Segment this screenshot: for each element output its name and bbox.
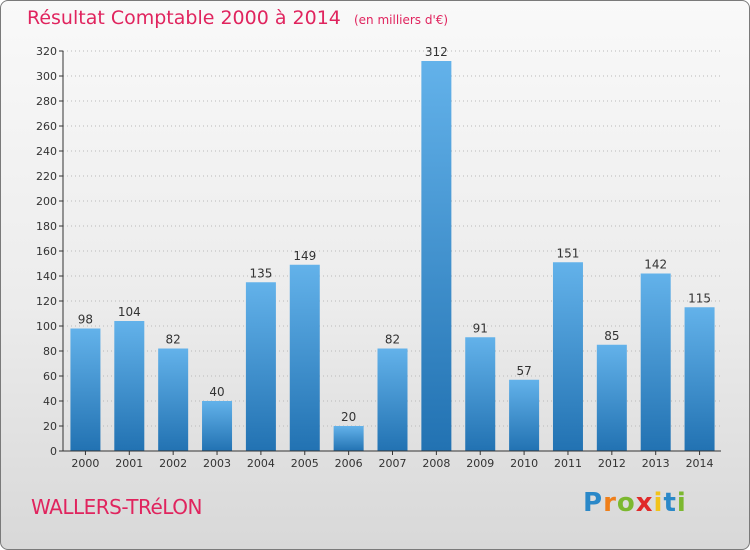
logo-letter: x (635, 488, 654, 518)
bar-2007 (377, 348, 408, 451)
value-label-2006: 20 (341, 410, 356, 424)
x-tick-label-2004: 2004 (247, 457, 275, 470)
bar-2006 (333, 426, 364, 451)
x-tick-label-2011: 2011 (554, 457, 582, 470)
y-tick-label: 160 (36, 245, 57, 258)
y-tick-label: 40 (43, 395, 57, 408)
x-tick-label-2007: 2007 (379, 457, 407, 470)
value-label-2009: 91 (473, 321, 488, 335)
value-label-2013: 142 (644, 258, 667, 272)
value-label-2011: 151 (557, 246, 580, 260)
x-tick-label-2012: 2012 (598, 457, 626, 470)
x-tick-label-2008: 2008 (422, 457, 450, 470)
bar-2005 (289, 264, 320, 451)
y-tick-label: 140 (36, 270, 57, 283)
x-tick-label-2006: 2006 (335, 457, 363, 470)
x-tick-label-2003: 2003 (203, 457, 231, 470)
bar-2009 (465, 337, 496, 451)
value-label-2007: 82 (385, 333, 400, 347)
bar-2001 (114, 321, 145, 451)
y-tick-label: 240 (36, 145, 57, 158)
x-tick-label-2009: 2009 (466, 457, 494, 470)
bar-2010 (509, 379, 540, 451)
x-tick-label-2005: 2005 (291, 457, 319, 470)
y-tick-label: 100 (36, 320, 57, 333)
y-tick-label: 20 (43, 420, 57, 433)
x-tick-label-2000: 2000 (71, 457, 99, 470)
x-tick-label-2010: 2010 (510, 457, 538, 470)
logo-letter: i (653, 488, 664, 518)
bar-2002 (158, 348, 189, 451)
logo-letter: i (676, 488, 687, 518)
chart-title-block: Résultat Comptable 2000 à 2014 (en milli… (27, 7, 448, 29)
y-tick-label: 60 (43, 370, 57, 383)
bar-2000 (70, 328, 101, 451)
y-tick-label: 180 (36, 220, 57, 233)
x-tick-label-2013: 2013 (642, 457, 670, 470)
proxiti-logo: Proxiti (583, 488, 687, 518)
y-tick-label: 120 (36, 295, 57, 308)
y-tick-label: 80 (43, 345, 57, 358)
y-tick-label: 320 (36, 45, 57, 58)
value-label-2001: 104 (118, 305, 141, 319)
logo-letter: t (663, 488, 677, 518)
logo-letter: r (603, 488, 617, 518)
value-label-2002: 82 (166, 333, 181, 347)
bar-2014 (684, 307, 715, 451)
chart-title: Résultat Comptable 2000 à 2014 (27, 7, 341, 29)
bar-2011 (552, 262, 583, 451)
y-tick-label: 300 (36, 70, 57, 83)
commune-name: WALLERS-TRéLON (31, 495, 202, 519)
chart-unit-note: (en milliers d'€) (353, 13, 449, 27)
bar-2003 (202, 401, 233, 451)
y-tick-label: 260 (36, 120, 57, 133)
value-label-2004: 135 (249, 266, 272, 280)
y-tick-label: 200 (36, 195, 57, 208)
bar-2008 (421, 61, 452, 451)
x-tick-label-2014: 2014 (686, 457, 714, 470)
logo-letter: P (583, 488, 604, 518)
bar-series (70, 61, 715, 451)
value-label-2012: 85 (604, 329, 619, 343)
value-label-2000: 98 (78, 313, 93, 327)
value-label-2014: 115 (688, 291, 711, 305)
y-tick-label: 220 (36, 170, 57, 183)
value-label-2008: 312 (425, 45, 448, 59)
value-label-2003: 40 (209, 385, 224, 399)
value-label-2010: 57 (516, 364, 531, 378)
bar-2004 (245, 282, 276, 451)
bar-2013 (640, 273, 671, 451)
logo-letter: o (616, 488, 636, 518)
labels: 0204060801001201401601802002202402602803… (36, 45, 714, 470)
y-tick-label: 0 (50, 445, 57, 458)
x-tick-label-2002: 2002 (159, 457, 187, 470)
x-tick-label-2001: 2001 (115, 457, 143, 470)
y-tick-label: 280 (36, 95, 57, 108)
axes (59, 50, 721, 455)
bar-2012 (596, 344, 627, 451)
value-label-2005: 149 (293, 249, 316, 263)
